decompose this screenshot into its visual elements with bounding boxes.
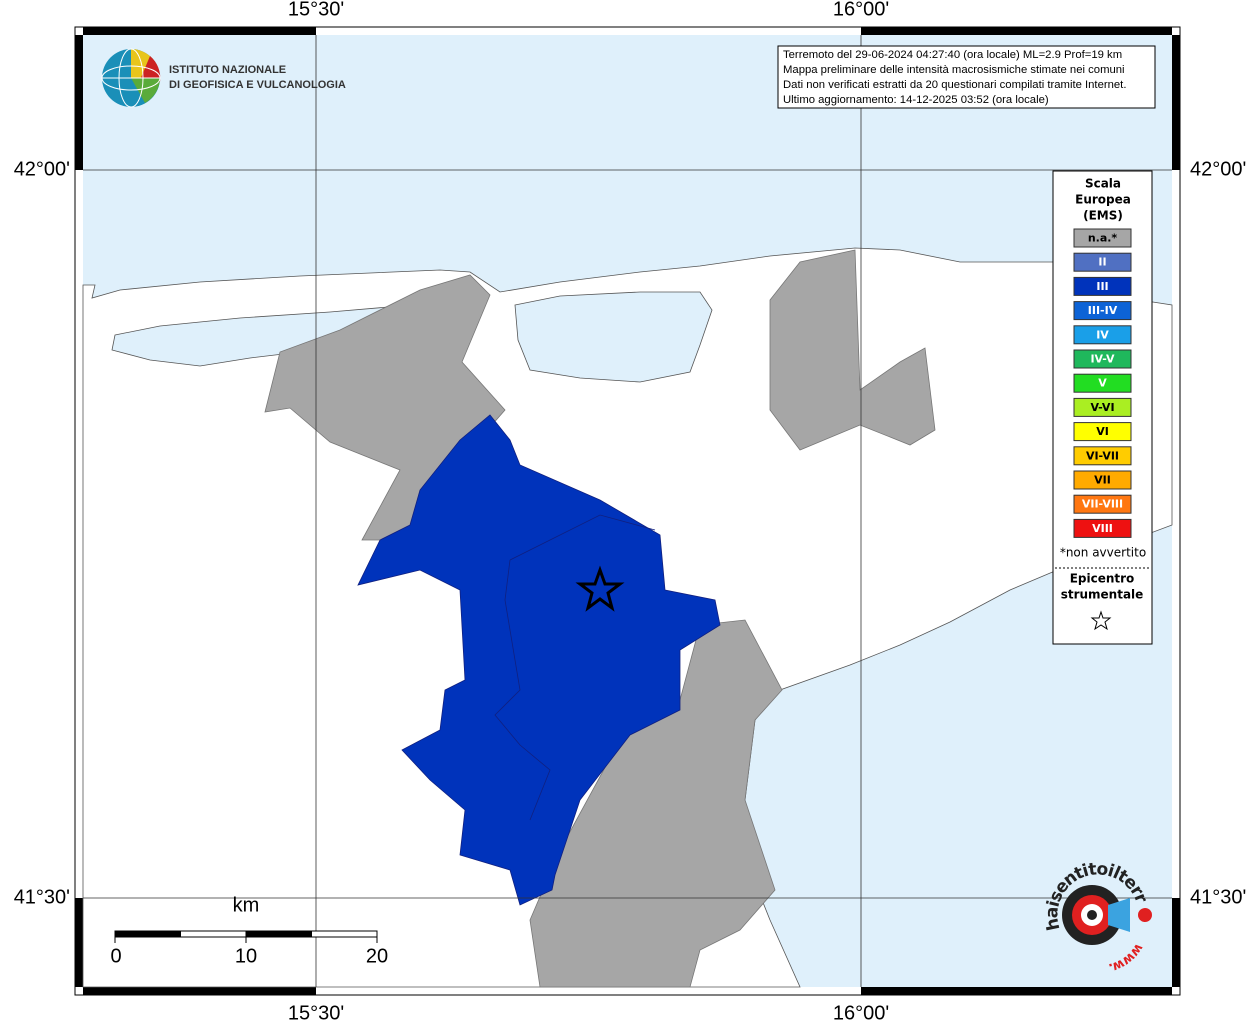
info-line: Ultimo aggiornamento: 14-12-2025 03:52 (… [783,94,1049,106]
legend-label: III [1096,280,1108,293]
legend-swatch [1073,349,1132,369]
institute-name: DI GEOFISICA E VULCANOLOGIA [169,79,346,91]
legend-epicenter: strumentale [1061,588,1144,602]
legend-label: VII [1094,474,1111,487]
frame-ticks [75,27,1180,995]
scale-label: 10 [235,945,257,967]
legend-swatch [1073,276,1132,296]
info-box [777,45,1156,109]
info-line: Terremoto del 29-06-2024 04:27:40 (ora l… [783,49,1122,61]
institute-name: ISTITUTO NAZIONALE [169,64,286,76]
municipality-na [529,619,783,988]
lat-label: 41°30' [1190,886,1246,908]
legend-label: V-VI [1090,401,1114,414]
legend-swatch [1073,446,1132,466]
lat-label: 42°00' [1190,158,1246,180]
municipality-na [769,249,936,451]
legend-label: II [1098,256,1106,269]
legend-epicenter: Epicentro [1070,572,1135,586]
legend-swatch [1073,301,1132,321]
legend-label: VI-VII [1086,449,1119,462]
legend-label: VIII [1092,522,1113,535]
legend-title: Europea [1075,193,1131,207]
legend-swatch [1073,518,1132,538]
scale-unit: km [233,894,260,916]
municipality-iii [357,414,721,906]
legend-label: VII-VIII [1082,498,1123,511]
info-line: Dati non verificati estratti da 20 quest… [783,79,1126,91]
lon-label: 15°30' [288,0,344,20]
legend: ScalaEuropea(EMS)n.a.*IIIIIIII-IVIVIV-VV… [1073,177,1132,538]
legend-swatch [1073,470,1132,490]
lon-label: 16°00' [833,0,889,20]
legend-swatch [1073,373,1132,393]
legend-label: III-IV [1088,304,1118,317]
lat-label: 42°00' [14,158,70,180]
lagoon [514,291,713,383]
info-text: Terremoto del 29-06-2024 04:27:40 (ora l… [783,49,1126,106]
legend-note: *non avvertito [1060,546,1146,560]
legend-label: VI [1096,425,1109,438]
legend-swatch [1073,252,1132,272]
legend-label: n.a.* [1088,232,1118,245]
legend-title: Scala [1085,177,1121,191]
ingv-logo: ISTITUTO NAZIONALE DI GEOFISICA E VULCAN… [101,48,346,108]
legend-swatch [1073,494,1132,514]
info-line: Mappa preliminare delle intensità macros… [783,64,1125,76]
legend-label: IV [1096,328,1109,341]
border [494,514,656,821]
scale-label: 0 [110,945,121,967]
legend-title: (EMS) [1083,209,1123,223]
legend-label: V [1098,377,1107,390]
graticule [83,35,1172,987]
legend-swatch [1073,325,1132,345]
lat-label: 41°30' [14,886,70,908]
legend-swatch [1073,397,1132,417]
lon-label: 16°00' [833,1002,889,1024]
scale-bar: km 0 10 20 [110,894,388,967]
lon-label: 15°30' [288,1002,344,1024]
legend-star [1090,610,1112,631]
legend-swatch [1073,228,1132,248]
scale-label: 20 [366,945,388,967]
legend-label: IV-V [1090,353,1115,366]
epicenter-star [575,565,625,612]
legend-swatch [1073,422,1132,442]
